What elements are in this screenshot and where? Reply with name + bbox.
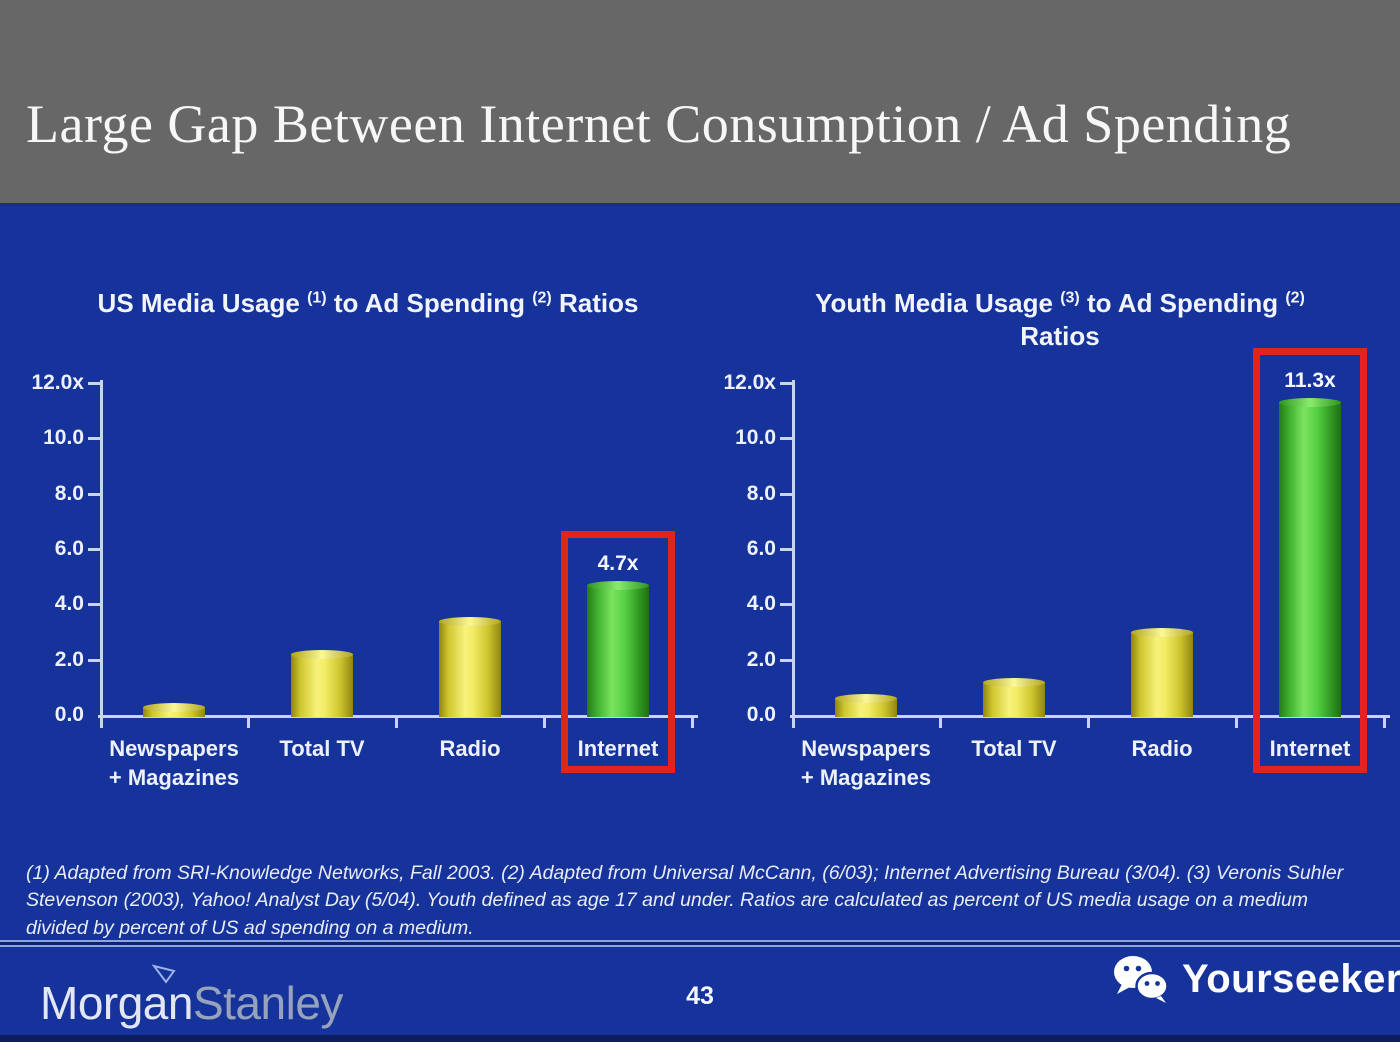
- y-axis-label: 4.0: [746, 592, 776, 616]
- x-axis-tick: [691, 717, 694, 728]
- slide-title: Large Gap Between Internet Consumption /…: [26, 94, 1292, 154]
- y-axis-label: 2.0: [54, 647, 84, 671]
- x-axis-category-label: Internet: [1269, 736, 1351, 761]
- chart-title-superscript: (3): [1060, 289, 1080, 307]
- morgan-stanley-logo: MorganStanley: [40, 964, 343, 1030]
- y-axis-tick: [88, 492, 100, 496]
- bar: [1131, 628, 1193, 717]
- brand-part-morgan: Morgan: [40, 977, 193, 1029]
- brand-part-stanley: Stanley: [192, 977, 343, 1029]
- chart-plot-area: 12.0x 10.0 8.0 6.0 4.0 2.0 0.0 Newspapers + Mag…: [28, 371, 698, 790]
- y-axis-tick: [780, 437, 792, 441]
- y-axis-label: 6.0: [54, 537, 84, 560]
- x-axis-tick: [1235, 717, 1238, 728]
- y-axis-line: [792, 380, 795, 728]
- x-axis-category-label: Total TV: [279, 736, 365, 761]
- x-axis-category-label: Radio: [439, 736, 501, 761]
- chart-title-superscript: (2): [1285, 289, 1305, 307]
- bar: [983, 677, 1045, 717]
- morgan-stanley-flag-icon: [152, 964, 176, 984]
- chart-title-text: to Ad Spending: [1079, 288, 1286, 318]
- x-axis-tick: [1383, 717, 1386, 728]
- y-axis-label: 6.0: [746, 537, 776, 560]
- watermark-label: Yourseeker: [1182, 956, 1400, 1001]
- chart-title-text: Youth Media Usage: [815, 288, 1061, 318]
- x-axis-tick: [1087, 717, 1090, 728]
- bar: [291, 650, 353, 717]
- y-axis-tick: [780, 382, 792, 385]
- charts-row: US Media Usage (1) to Ad Spending (2) Ra…: [28, 283, 1400, 803]
- bar: [143, 702, 205, 717]
- y-axis-label: 10.0: [735, 426, 776, 450]
- x-axis-line: [790, 715, 1390, 718]
- chart-title: US Media Usage (1) to Ad Spending (2) Ra…: [28, 283, 708, 383]
- y-axis-label: 0.0: [54, 703, 84, 726]
- y-axis-label: 8.0: [54, 481, 84, 505]
- x-axis-tick: [543, 717, 546, 728]
- y-axis-label: 10.0: [43, 426, 84, 450]
- bar: [835, 694, 897, 717]
- x-axis-category-label: Newspapers + Magazines: [800, 736, 932, 790]
- y-axis-label: 4.0: [54, 592, 84, 616]
- chart-title-text: to Ad Spending: [326, 288, 533, 318]
- y-axis-tick: [88, 603, 100, 607]
- highlight-box: [561, 530, 675, 773]
- chart-title-text: Ratios: [551, 288, 639, 318]
- y-axis-label: 12.0x: [31, 371, 84, 394]
- y-axis-tick: [88, 658, 100, 662]
- chart-title-superscript: (2): [532, 289, 552, 307]
- page-number: 43: [686, 982, 714, 1010]
- y-axis-label: 12.0x: [723, 371, 776, 394]
- bar-value-label: 11.3x: [1284, 369, 1336, 393]
- x-axis-category-label: Total TV: [971, 736, 1057, 761]
- chart-title-superscript: (1): [307, 289, 327, 307]
- x-axis-category-label: Radio: [1131, 736, 1193, 761]
- x-axis-tick: [247, 717, 250, 728]
- y-axis-tick: [780, 548, 792, 551]
- slide-header: Large Gap Between Internet Consumption /…: [0, 0, 1400, 206]
- x-axis-tick: [395, 717, 398, 728]
- x-axis-category-label: Internet: [577, 736, 659, 761]
- us-media-usage-chart: US Media Usage (1) to Ad Spending (2) Ra…: [28, 283, 708, 803]
- bar: [1279, 398, 1341, 717]
- y-axis-label: 2.0: [746, 647, 776, 671]
- watermark: Yourseeker: [1112, 955, 1400, 1003]
- y-axis-label: 8.0: [746, 481, 776, 505]
- y-axis-tick: [780, 492, 792, 496]
- bar: [439, 616, 501, 717]
- bar: [587, 580, 649, 717]
- chart-title: Youth Media Usage (3) to Ad Spending (2)…: [720, 283, 1400, 383]
- highlight-box: [1253, 348, 1367, 773]
- bottom-strip: [0, 1035, 1400, 1042]
- bar-value-label: 4.7x: [597, 551, 639, 575]
- y-axis-tick: [780, 603, 792, 607]
- y-axis-line: [100, 380, 103, 728]
- y-axis-label: 0.0: [746, 703, 776, 726]
- y-axis-tick: [88, 548, 100, 551]
- y-axis-tick: [780, 658, 792, 662]
- x-axis-tick: [939, 717, 942, 728]
- wechat-icon: [1114, 956, 1169, 1003]
- chart-title-text: Ratios: [1020, 321, 1100, 352]
- y-axis-tick: [88, 382, 100, 385]
- youth-media-usage-chart: Youth Media Usage (3) to Ad Spending (2)…: [720, 283, 1400, 803]
- chart-plot-area: 12.0x 10.0 8.0 6.0 4.0 2.0 0.0 Newspapers + Mag…: [720, 348, 1390, 790]
- y-axis-tick: [88, 437, 100, 441]
- x-axis-category-label: Newspapers + Magazines: [108, 736, 240, 790]
- x-axis-line: [98, 715, 698, 718]
- footnote-divider: [0, 940, 1400, 947]
- chart-title-text: US Media Usage: [97, 288, 308, 318]
- footnote: (1) Adapted from SRI-Knowledge Networks,…: [26, 862, 1344, 939]
